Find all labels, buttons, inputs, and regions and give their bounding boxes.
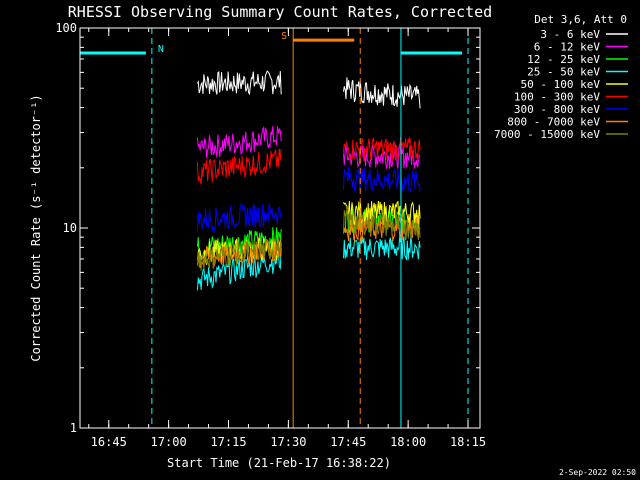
x-tick-label: 18:15 bbox=[450, 435, 486, 449]
x-axis: 16:45 17:00 17:15 17:30 17:45 18:00 18:15 bbox=[88, 28, 486, 449]
y-axis: 1 10 100 bbox=[55, 21, 480, 435]
x-axis-label: Start Time (21-Feb-17 16:38:22) bbox=[167, 456, 391, 470]
legend-label-0: 3 - 6 keV bbox=[540, 28, 600, 41]
date-stamp: 2-Sep-2022 02:50 bbox=[559, 468, 636, 477]
plot-area: NS bbox=[79, 27, 481, 429]
y-tick-label: 1 bbox=[70, 421, 77, 435]
legend-label-1: 6 - 12 keV bbox=[534, 41, 601, 54]
legend-label-8: 7000 - 15000 keV bbox=[494, 128, 600, 141]
plot-frame bbox=[79, 27, 481, 429]
y-tick-label: 100 bbox=[55, 21, 77, 35]
legend-label-6: 300 - 800 keV bbox=[514, 103, 600, 116]
chart-title: RHESSI Observing Summary Count Rates, Co… bbox=[68, 3, 492, 21]
y-axis-label: Corrected Count Rate (s⁻¹ detector⁻¹) bbox=[29, 94, 43, 361]
x-tick-label: 17:45 bbox=[330, 435, 366, 449]
legend-label-2: 12 - 25 keV bbox=[527, 53, 600, 66]
x-tick-label: 18:00 bbox=[390, 435, 426, 449]
legend-header: Det 3,6, Att 0 bbox=[534, 13, 627, 26]
legend-label-3: 25 - 50 keV bbox=[527, 66, 600, 79]
legend-label-4: 50 - 100 keV bbox=[521, 78, 601, 91]
x-tick-label: 17:30 bbox=[270, 435, 306, 449]
series-line-0 bbox=[196, 70, 421, 109]
y-tick-label: 10 bbox=[63, 221, 77, 235]
x-tick-label: 17:00 bbox=[151, 435, 187, 449]
series-line-5 bbox=[196, 137, 421, 185]
legend-label-5: 100 - 300 keV bbox=[514, 91, 600, 104]
series-line-6 bbox=[196, 166, 421, 233]
legend-label-7: 800 - 7000 keV bbox=[507, 116, 600, 129]
flag-label-0: N bbox=[158, 44, 164, 55]
series-line-1 bbox=[196, 126, 421, 169]
flag-label-1: S bbox=[281, 31, 287, 42]
x-tick-label: 16:45 bbox=[91, 435, 127, 449]
series-line-8 bbox=[196, 208, 421, 271]
x-tick-label: 17:15 bbox=[210, 435, 246, 449]
